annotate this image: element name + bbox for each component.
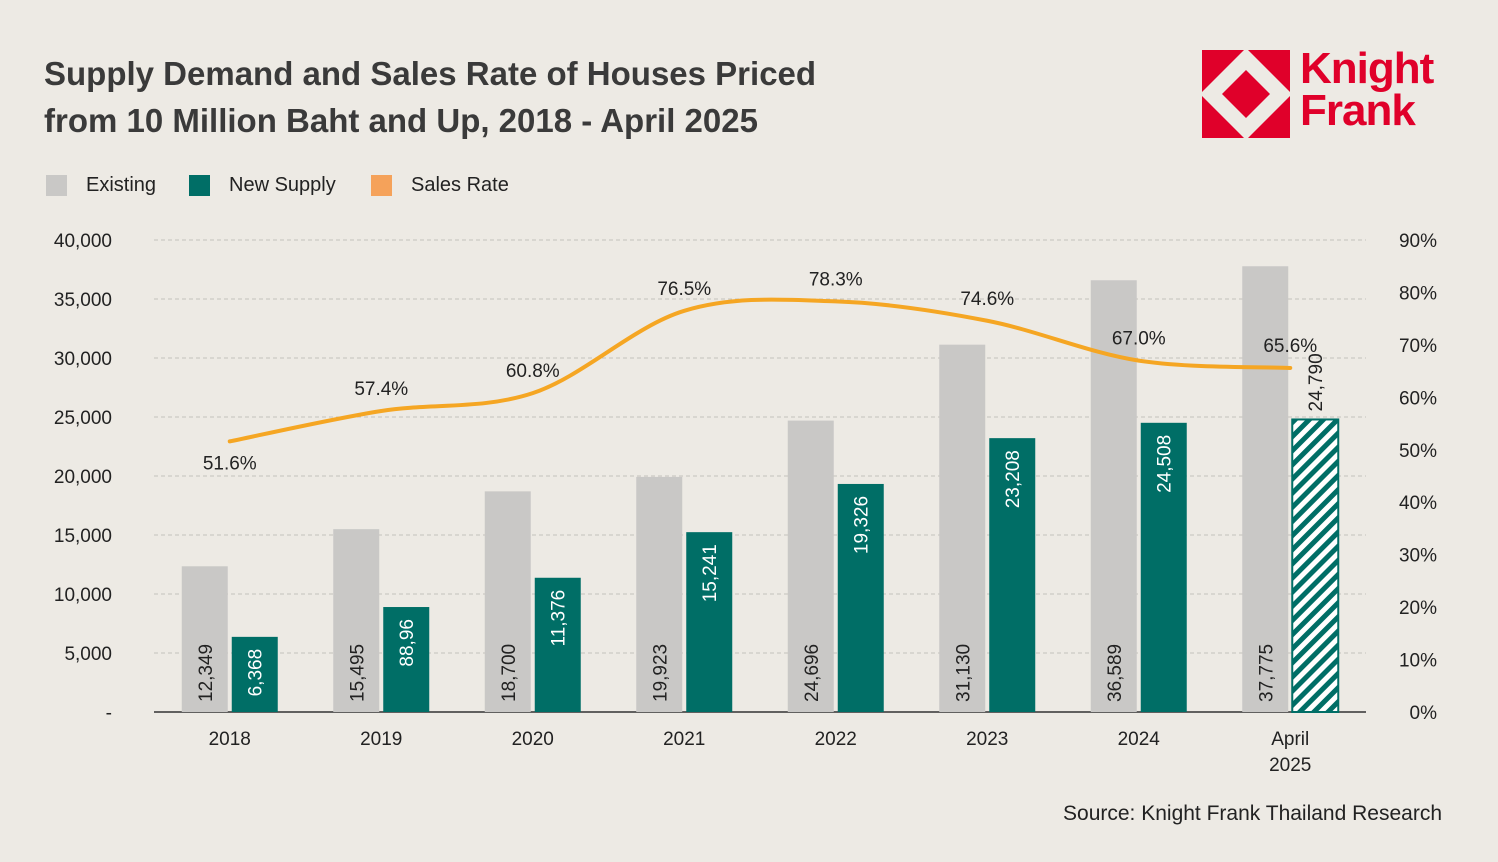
x-tick-label: 2024	[1118, 729, 1161, 750]
x-tick-label: 2018	[209, 729, 251, 750]
knight-frank-logo: Knight Frank	[1202, 44, 1452, 140]
x-tick-label: 2020	[512, 729, 554, 750]
x-tick-label-part: 2018	[209, 729, 251, 750]
legend-label-existing: Existing	[86, 174, 157, 196]
y-left-tick-label: 30,000	[54, 349, 112, 370]
y-left-tick-label: 35,000	[54, 290, 112, 311]
bar-new-supply-2024	[1140, 422, 1187, 712]
bar-new-supply-2018	[231, 636, 278, 712]
y-right-tick-label: 70%	[1399, 336, 1437, 357]
y-left-tick-label: 25,000	[54, 408, 112, 429]
chart-title-line-2: from 10 Million Baht and Up, 2018 - Apri…	[44, 102, 758, 139]
data-label-existing: 12,349	[196, 644, 217, 702]
data-label-existing: 15,495	[347, 644, 368, 702]
bar-new-supply-april-2025	[1291, 418, 1340, 713]
data-label-new-supply: 23,208	[1003, 450, 1024, 508]
legend-swatch-existing	[46, 175, 67, 196]
bar-new-supply-2019	[383, 607, 430, 712]
x-tick-label-part: 2020	[512, 729, 554, 750]
y-left-tick-label: 40,000	[54, 231, 112, 252]
data-label-sales-rate: 74.6%	[960, 289, 1014, 310]
y-left-tick-label: 20,000	[54, 467, 112, 488]
data-label-existing: 36,589	[1105, 644, 1126, 702]
data-label-sales-rate: 76.5%	[657, 279, 711, 300]
x-tick-label: 2019	[360, 729, 402, 750]
bar-existing-2019	[333, 529, 380, 712]
data-label-existing: 37,775	[1256, 644, 1277, 702]
x-tick-label: 2021	[663, 729, 705, 750]
y-right-tick-label: 20%	[1399, 598, 1437, 619]
x-tick-label: 2023	[966, 729, 1008, 750]
y-right-tick-label: 0%	[1410, 703, 1438, 724]
data-label-sales-rate: 57.4%	[354, 379, 408, 400]
x-tick-label-part: 2022	[815, 729, 857, 750]
x-tick-label: 2022	[815, 729, 857, 750]
data-label-new-supply: 11,376	[549, 590, 570, 647]
legend-swatch-sales-rate	[371, 175, 392, 196]
legend-swatch-new-supply	[189, 175, 210, 196]
data-label-new-supply: 19,326	[852, 496, 873, 554]
chart-title: Supply Demand and Sales Rate of Houses P…	[44, 50, 944, 144]
bar-new-supply-2023	[989, 438, 1036, 712]
data-label-new-supply: 88,96	[397, 619, 418, 667]
y-left-tick-label: -	[106, 703, 112, 724]
data-label-sales-rate: 78.3%	[809, 269, 863, 290]
data-label-new-supply: 24,790	[1306, 353, 1327, 411]
y-right-tick-label: 80%	[1399, 283, 1437, 304]
data-label-sales-rate: 51.6%	[203, 453, 257, 474]
bar-existing-2018	[181, 566, 228, 712]
data-label-existing: 24,696	[802, 644, 823, 702]
legend-label-new-supply: New Supply	[229, 174, 336, 196]
bar-existing-2023	[939, 344, 986, 712]
data-label-new-supply: 6,368	[246, 649, 267, 697]
y-right-tick-label: 50%	[1399, 441, 1437, 462]
bar-existing-2020	[484, 491, 531, 712]
legend-label-sales-rate: Sales Rate	[411, 174, 509, 196]
x-tick-label-part: April	[1271, 729, 1309, 750]
chart-source: Source: Knight Frank Thailand Research	[1063, 802, 1442, 825]
x-tick-label: April 2025	[1269, 729, 1311, 776]
data-label-existing: 18,700	[499, 644, 520, 702]
data-label-sales-rate: 67.0%	[1112, 329, 1166, 350]
y-right-tick-label: 30%	[1399, 546, 1437, 567]
data-label-sales-rate: 60.8%	[506, 361, 560, 382]
x-tick-label-part: 2021	[663, 729, 705, 750]
bar-new-supply-2022	[837, 483, 884, 712]
data-label-new-supply: 24,508	[1155, 435, 1176, 493]
x-tick-label-part: 2023	[966, 729, 1008, 750]
x-tick-label-part: 2019	[360, 729, 402, 750]
y-right-tick-label: 60%	[1399, 388, 1437, 409]
data-label-existing: 19,923	[650, 644, 671, 702]
y-right-tick-label: 40%	[1399, 493, 1437, 514]
y-right-tick-label: 90%	[1399, 231, 1437, 252]
chart-title-line-1: Supply Demand and Sales Rate of Houses P…	[44, 55, 817, 92]
bar-new-supply-2021	[686, 532, 733, 712]
knight-frank-logo-text: Knight Frank	[1300, 44, 1434, 135]
y-left-tick-label: 5,000	[64, 644, 112, 665]
sales-rate-line	[227, 297, 1293, 444]
logo-text-frank: Frank	[1300, 86, 1416, 135]
x-tick-label-part: 2025	[1269, 755, 1311, 776]
data-label-existing: 31,130	[953, 644, 974, 702]
knight-frank-logo-mark-icon	[1202, 50, 1290, 138]
bar-existing-2022	[787, 420, 834, 712]
y-left-tick-label: 15,000	[54, 526, 112, 547]
x-tick-label-part: 2024	[1118, 729, 1161, 750]
data-label-sales-rate: 65.6%	[1263, 336, 1317, 357]
y-left-tick-label: 10,000	[54, 585, 112, 606]
bar-new-supply-2020	[534, 577, 581, 712]
bar-existing-april-2025	[1242, 266, 1289, 712]
y-right-tick-label: 10%	[1399, 651, 1437, 672]
bar-existing-2021	[636, 476, 683, 712]
logo-text-knight: Knight	[1300, 44, 1434, 93]
data-label-new-supply: 15,241	[700, 544, 721, 602]
